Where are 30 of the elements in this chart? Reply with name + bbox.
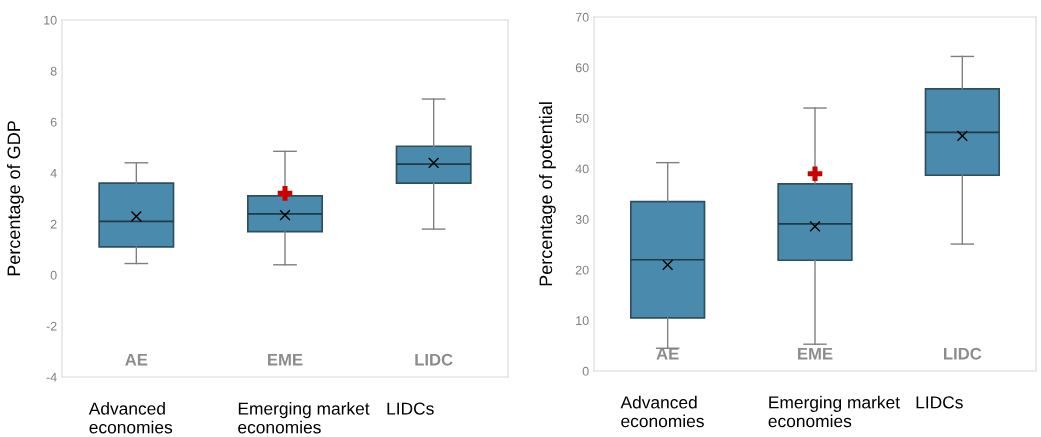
x-tick-label: EME — [798, 348, 833, 360]
text: Advanced economies — [88, 401, 173, 434]
text: Emerging market economies — [768, 395, 900, 428]
text: Advanced economies — [620, 395, 704, 428]
y-tick-label: 4 — [50, 168, 57, 178]
y-tick-label: 2 — [50, 219, 57, 229]
x-tick-label: LIDC — [415, 353, 453, 366]
x-tick-label: AE — [656, 348, 679, 360]
y-tick-label: 20 — [575, 265, 589, 275]
y-tick-label: 0 — [50, 270, 57, 280]
y-tick-label: 10 — [44, 15, 57, 25]
y-tick-label: 0 — [582, 366, 589, 376]
y-tick-label: 10 — [576, 316, 589, 326]
y-tick-label: 60 — [575, 63, 589, 73]
y-tick-label: -4 — [46, 372, 57, 382]
x-tick-label: AE — [125, 354, 148, 366]
y-tick-label: 6 — [50, 117, 57, 127]
text: LIDCs — [916, 396, 963, 409]
text: Emerging market economies — [238, 401, 370, 434]
y-tick-label: 8 — [50, 66, 57, 76]
y-tick-label: 70 — [575, 12, 589, 22]
x-tick-label: EME — [268, 354, 303, 366]
y-tick-label: 50 — [575, 113, 589, 123]
y-axis-title: Percentage of GDP — [6, 121, 24, 276]
y-axis-title: Percentage of potential — [538, 102, 556, 286]
y-tick-label: 30 — [575, 215, 589, 224]
text: LIDCs — [387, 402, 434, 415]
y-tick-label: -2 — [46, 321, 57, 331]
x-tick-label: LIDC — [944, 347, 982, 360]
y-tick-label: 40 — [575, 164, 589, 174]
